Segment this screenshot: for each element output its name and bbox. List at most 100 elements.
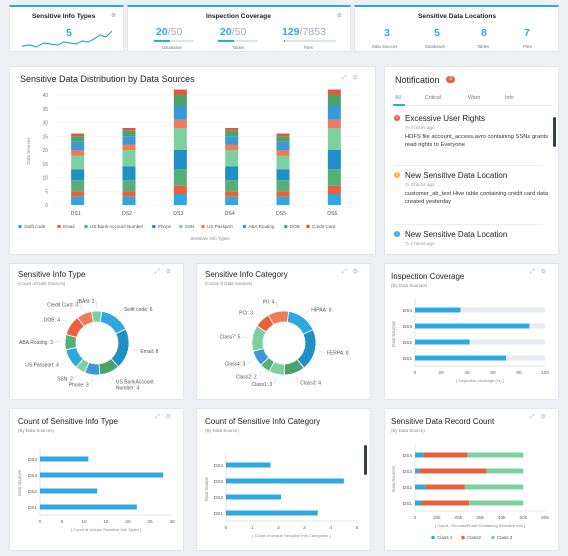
leader-line xyxy=(74,373,79,379)
notification-item-title: New Sensitive Data Location xyxy=(405,171,508,180)
x-tick-label: 30k xyxy=(476,515,484,521)
distribution-title: Sensitive Data Distribution by Data Sour… xyxy=(20,74,195,84)
clock-icon: ◷ 3 hours ago xyxy=(405,241,435,246)
card-tools: ⤢⚙ xyxy=(155,414,177,421)
notification-item[interactable]: ! New Sensitive Data Location ◷ 3 hours … xyxy=(394,171,548,215)
scrollbar[interactable] xyxy=(553,117,556,147)
bar-segment xyxy=(327,119,341,128)
help-icon[interactable]: ⚙ xyxy=(352,75,364,81)
help-icon[interactable]: ⚙ xyxy=(337,13,342,19)
kpi-loc-files-label: Files xyxy=(523,44,532,49)
tab-warn[interactable]: Warn xyxy=(468,95,481,101)
x-tick-label: 100 xyxy=(541,370,549,376)
donut-slice xyxy=(267,310,290,326)
bar-segment xyxy=(122,196,136,205)
kpi-tables-bar xyxy=(218,40,258,42)
count-info-category-chart: DS4 DS3 DS2 DS1 0 1 2 3 4 5 [ Count of unique Sens… xyxy=(204,453,359,538)
notification-item[interactable]: ! Excessive User Rights ◷ 3 hours ago HD… xyxy=(394,114,548,158)
count-info-type-title: Count of Sensitive Info Type xyxy=(18,417,118,426)
bar-segment xyxy=(71,155,85,170)
x-tick-label: 40k xyxy=(498,515,506,521)
legend-marker xyxy=(179,224,183,229)
notification-title: Notification xyxy=(395,75,440,85)
expand-icon[interactable]: ⤢ xyxy=(530,414,541,420)
expand-icon[interactable]: ⤢ xyxy=(530,269,541,275)
distribution-card: Sensitive Data Distribution by Data Sour… xyxy=(9,66,376,255)
count-info-type-subtitle: (By Data Sources) xyxy=(18,428,54,433)
leader-line xyxy=(62,319,68,324)
y-axis-title: Data Sources xyxy=(17,470,22,496)
y-tick-label: DS1 xyxy=(214,511,224,517)
x-axis-title: [ Count of unique Sensitive Info Categor… xyxy=(252,533,330,538)
slice-label: Class3: 4 xyxy=(300,381,321,387)
legend-item: Class 3 xyxy=(497,535,513,540)
bar-track xyxy=(415,339,545,345)
info-type-subtitle: (Count of Data Sources) xyxy=(18,281,66,286)
help-icon[interactable]: ⚙ xyxy=(165,269,177,275)
bar-segment xyxy=(276,169,290,181)
bar-segment xyxy=(276,136,290,142)
bar-segment xyxy=(71,136,85,142)
help-icon[interactable]: ⚙ xyxy=(540,269,552,275)
bar-segment xyxy=(276,196,290,205)
help-icon[interactable]: ⚙ xyxy=(352,269,364,275)
help-icon[interactable]: ⚙ xyxy=(540,414,552,420)
tab-all[interactable]: All xyxy=(395,95,401,101)
expand-icon[interactable]: ⤢ xyxy=(342,269,353,275)
expand-icon[interactable]: ⤢ xyxy=(155,414,166,420)
warning-icon: ! xyxy=(394,172,400,178)
bar xyxy=(226,478,344,484)
y-tick-label: 35 xyxy=(42,107,48,113)
bar-segment xyxy=(225,150,239,167)
legend-item: US Passport xyxy=(207,224,234,229)
y-tick-label: DS2 xyxy=(403,485,413,491)
bar-segment xyxy=(173,150,187,170)
bar-segment xyxy=(276,180,290,192)
notification-time: 3 hours ago xyxy=(410,241,435,246)
help-icon[interactable]: ⚙ xyxy=(111,13,116,19)
info-category-donut-chart: HIPAA: 6 FERPA: 8 Class3: 4 Class1: 3Class2… xyxy=(220,300,349,388)
donut-slice xyxy=(296,329,317,369)
leader-line xyxy=(111,375,115,382)
x-tick-label: DS2 xyxy=(122,211,132,217)
bar-segment xyxy=(71,169,85,181)
slice-label: IBAN: 2 xyxy=(77,299,94,305)
scrollbar[interactable] xyxy=(364,445,367,475)
notification-count-badge: 3 xyxy=(446,76,455,83)
bar-segment xyxy=(173,128,187,150)
help-icon[interactable]: ⚙ xyxy=(165,414,177,420)
y-tick-label: DS3 xyxy=(28,473,38,479)
x-tick-label: 20 xyxy=(125,519,131,525)
x-tick-label: 2 xyxy=(277,525,280,531)
legend-item: Credit Card xyxy=(312,224,336,229)
bar-segment xyxy=(71,150,85,156)
bar-segment xyxy=(425,484,465,490)
slice-label: US BankAccount Number: 4 xyxy=(116,379,154,391)
expand-icon[interactable]: ⤢ xyxy=(155,269,166,275)
record-count-title: Sensitive Data Record Count xyxy=(391,417,495,426)
info-category-title: Sensitive Info Category xyxy=(205,270,288,279)
inspection-coverage-chart: DS4 DS3 DS2 DS1 0 20 40 60 80 100 [ Inspection cov… xyxy=(391,298,549,383)
info-icon: i xyxy=(394,231,400,237)
bar-segment xyxy=(122,166,136,181)
slice-label: Class1: 3 xyxy=(251,382,272,388)
bar-segment xyxy=(419,468,487,474)
bar xyxy=(40,456,89,462)
leader-line xyxy=(90,378,92,385)
bar-segment xyxy=(122,191,136,197)
bar-segment xyxy=(469,500,524,506)
leader-line xyxy=(132,349,139,352)
info-type-donut-card: Sensitive Info Type (Count of Data Sourc… xyxy=(9,263,184,400)
notification-item[interactable]: i New Sensitive Data Location ◷ 3 hours … xyxy=(394,230,547,254)
x-tick-label: 0 xyxy=(225,525,228,531)
kpi-tables-value: 20/50 xyxy=(220,26,247,38)
expand-icon[interactable]: ⤢ xyxy=(342,75,353,81)
x-tick-label: 80 xyxy=(516,370,522,376)
bar-segment xyxy=(276,155,290,170)
y-tick-label: DS3 xyxy=(403,324,413,330)
tab-critical[interactable]: Critical xyxy=(425,95,441,101)
y-tick-label: 5 xyxy=(45,189,48,195)
kpi-files-value: 129/7853 xyxy=(282,26,326,38)
tab-info[interactable]: Info xyxy=(505,95,514,101)
card-tools: ⤢⚙ xyxy=(530,269,552,276)
